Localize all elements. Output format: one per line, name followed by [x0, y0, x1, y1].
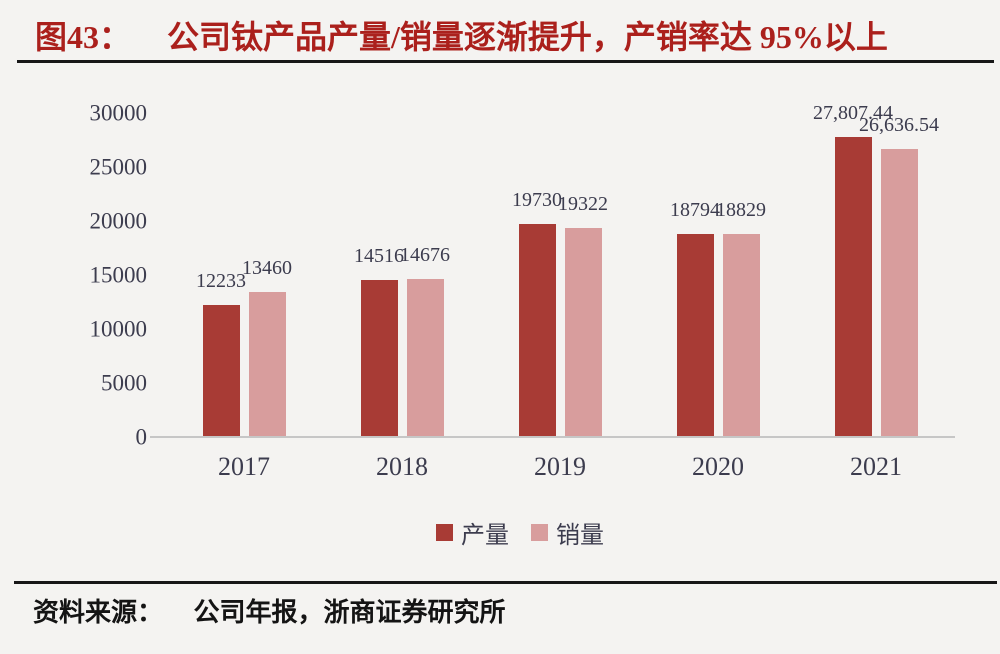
sales-bar-2017: 13460 [242, 257, 292, 437]
bar-group-2020: 18794 18829 [639, 113, 797, 437]
y-tick-label-25000: 25000 [89, 154, 148, 180]
x-tick-label-2017: 2017 [218, 452, 270, 481]
sales-bar-2018: 14676 [400, 244, 450, 437]
source-note: 资料来源： 公司年报，浙商证券研究所 [33, 592, 506, 629]
sales-value-label-2019: 19322 [558, 193, 608, 216]
production-value-label-2019: 19730 [512, 188, 562, 211]
y-tick-label-30000: 30000 [89, 100, 148, 126]
source-text: 公司年报，浙商证券研究所 [193, 598, 506, 627]
legend: 产量 销量 [80, 515, 960, 550]
bar-group-2017: 12233 13460 [165, 113, 323, 437]
bar-group-2019: 19730 19322 [481, 113, 639, 437]
legend-item-production: 产量 [436, 515, 509, 550]
y-tick-label-15000: 15000 [89, 262, 148, 288]
sales-bar-2021: 26,636.54 [859, 114, 939, 437]
production-bar-2018: 14516 [354, 245, 404, 437]
production-bar-2017: 12233 [196, 270, 246, 437]
legend-item-sales: 销量 [531, 515, 604, 550]
x-axis-line [150, 436, 955, 438]
header-divider-line [17, 60, 994, 63]
sales-bar-2019: 19322 [558, 193, 608, 437]
production-value-label-2018: 14516 [354, 245, 404, 268]
sales-value-label-2017: 13460 [242, 256, 292, 279]
sales-value-label-2020: 18829 [716, 198, 766, 221]
x-tick-label-2018: 2018 [376, 452, 428, 481]
x-axis-labels: 2017 2018 2019 2020 2021 [165, 452, 955, 482]
sales-value-label-2021: 26,636.54 [859, 114, 939, 137]
x-tick-label-2019: 2019 [534, 452, 586, 481]
production-swatch-icon [436, 524, 453, 541]
source-label: 资料来源： [33, 598, 164, 627]
legend-label-production: 产量 [461, 523, 509, 549]
bar-group-2018: 14516 14676 [323, 113, 481, 437]
y-tick-label-10000: 10000 [89, 316, 148, 342]
figure-title: 图43： 公司钛产品产量/销量逐渐提升，产销率达 95%以上 [35, 12, 888, 58]
y-tick-label-20000: 20000 [89, 208, 148, 234]
x-tick-label-2020: 2020 [692, 452, 744, 481]
y-tick-label-0: 0 [135, 424, 148, 450]
production-bar-2021: 27,807.44 [813, 102, 893, 437]
y-axis: 0 5000 10000 15000 20000 25000 30000 [40, 102, 148, 449]
figure-title-text: 公司钛产品产量/销量逐渐提升，产销率达 95%以上 [167, 19, 888, 55]
y-tick-label-5000: 5000 [101, 370, 147, 396]
sales-swatch-icon [531, 524, 548, 541]
figure-number-label: 图43： [35, 19, 132, 55]
production-bar-2019: 19730 [512, 189, 562, 437]
footer-divider-line [14, 581, 997, 584]
sales-value-label-2018: 14676 [400, 243, 450, 266]
production-value-label-2021: 27,807.44 [813, 101, 893, 124]
plot-area: 12233 13460 14516 14676 19730 19322 18794 18829… [165, 102, 955, 437]
x-tick-label-2021: 2021 [850, 452, 902, 481]
production-value-label-2020: 18794 [670, 199, 720, 222]
legend-label-sales: 销量 [556, 523, 604, 549]
production-value-label-2017: 12233 [196, 269, 246, 292]
sales-bar-2020: 18829 [716, 199, 766, 437]
bar-group-2021: 27,807.44 26,636.54 [797, 102, 955, 437]
production-bar-2020: 18794 [670, 199, 720, 437]
